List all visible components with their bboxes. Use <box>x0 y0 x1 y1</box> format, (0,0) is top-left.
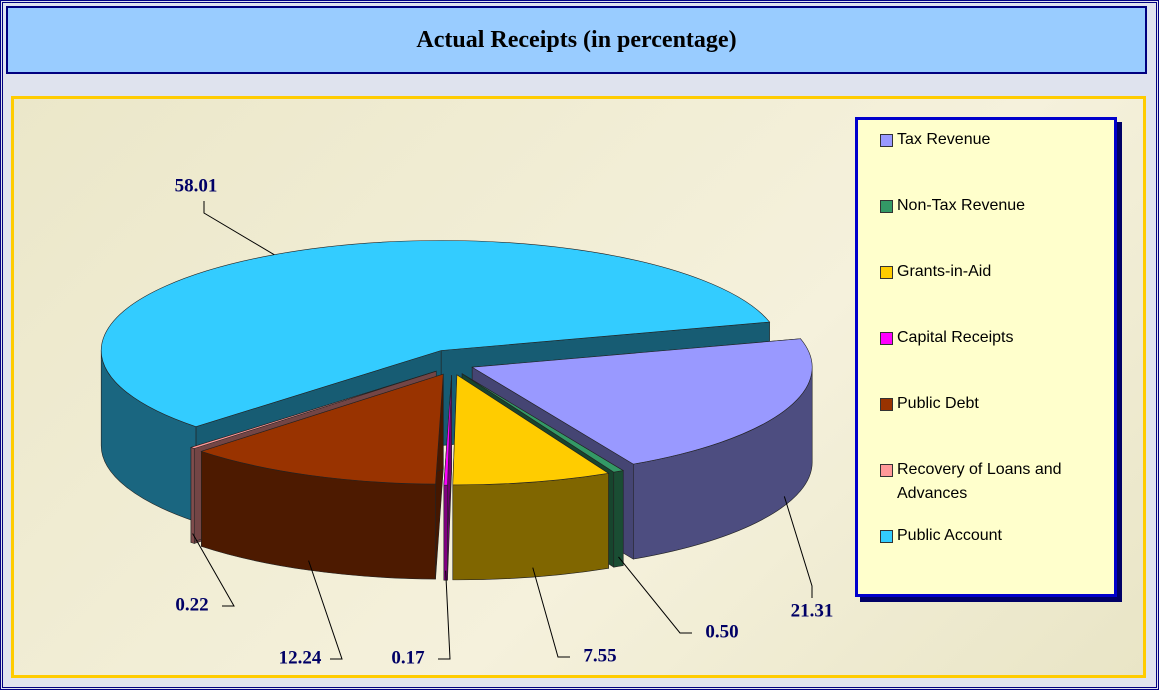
leader-line <box>438 570 451 660</box>
leader-line <box>532 567 570 658</box>
legend-label: Public Debt <box>897 395 979 412</box>
leader-line <box>308 560 343 660</box>
legend-swatch <box>880 332 893 345</box>
slice <box>461 373 625 473</box>
legend-item: Public Debt <box>880 392 1104 458</box>
slice-side <box>613 470 624 568</box>
data-label: 0.17 <box>391 647 425 668</box>
slice <box>100 240 771 428</box>
legend-label: Grants-in-Aid <box>897 263 992 280</box>
data-label: 12.24 <box>279 647 322 668</box>
data-label: 0.50 <box>705 621 738 642</box>
legend-swatch <box>880 200 893 213</box>
legend-item: Recovery of Loans and Advances <box>880 458 1104 524</box>
legend-item: Capital Receipts <box>880 326 1104 392</box>
data-label: 0.22 <box>175 594 208 615</box>
chart-title: Actual Receipts (in percentage) <box>6 6 1147 74</box>
legend-label: Non-Tax Revenue <box>897 197 1026 214</box>
data-label: 21.31 <box>791 600 834 621</box>
legend-label: Capital Receipts <box>897 329 1014 346</box>
slice <box>200 373 444 485</box>
leader-line <box>192 533 235 607</box>
legend-swatch <box>880 134 893 147</box>
legend-label: Public Account <box>897 527 1002 544</box>
slice <box>471 338 813 465</box>
leader-line <box>618 556 692 634</box>
legend-item: Public Account <box>880 524 1104 590</box>
slice <box>190 370 437 449</box>
data-label: 7.55 <box>583 645 616 666</box>
slice <box>443 375 452 486</box>
legend-label: Tax Revenue <box>897 131 991 148</box>
legend-swatch <box>880 464 893 477</box>
leader-line <box>783 496 813 598</box>
slice-side <box>452 472 609 581</box>
legend-item: Tax Revenue <box>880 128 1104 194</box>
leader-line <box>203 201 275 256</box>
legend-swatch <box>880 530 893 543</box>
legend-label: Recovery of Loans and Advances <box>897 461 1062 502</box>
legend-item: Non-Tax Revenue <box>880 194 1104 260</box>
legend-swatch <box>880 398 893 411</box>
slice-side <box>190 446 195 544</box>
legend-item: Grants-in-Aid <box>880 260 1104 326</box>
slice <box>452 374 610 486</box>
data-label: 58.01 <box>175 175 218 196</box>
slice-side <box>443 484 448 581</box>
legend-swatch <box>880 266 893 279</box>
legend: Tax Revenue Non-Tax Revenue Grants-in-Aid C… <box>855 117 1117 597</box>
